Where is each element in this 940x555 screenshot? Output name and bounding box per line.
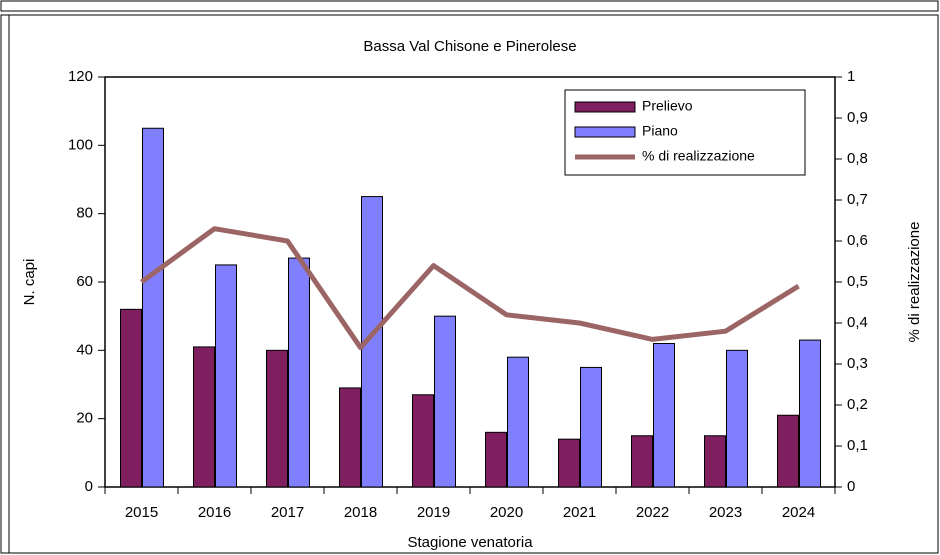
bar — [777, 414, 799, 488]
x-tick-label: 2022 — [636, 504, 669, 521]
bar — [485, 431, 507, 488]
x-tick-label: 2017 — [271, 504, 304, 521]
chart-title: Bassa Val Chisone e Pinerolese — [363, 38, 576, 55]
y2-tick-label: 0,6 — [847, 232, 868, 249]
x-tick-label: 2018 — [344, 504, 377, 521]
bar — [120, 308, 142, 488]
bar — [412, 394, 434, 488]
bar — [558, 438, 580, 488]
bar — [215, 264, 237, 488]
x-tick-label: 2016 — [198, 504, 231, 521]
x-tick-label: 2021 — [563, 504, 596, 521]
bar — [361, 196, 383, 488]
x-tick-label: 2019 — [417, 504, 450, 521]
y-axis-label: N. capi — [21, 259, 38, 306]
x-axis-label: Stagione venatoria — [407, 534, 533, 551]
bar — [653, 343, 675, 488]
bar — [288, 257, 310, 488]
y2-tick-label: 0,8 — [847, 150, 868, 167]
y2-tick-label: 0,3 — [847, 355, 868, 372]
bar — [193, 346, 215, 488]
legend-swatch — [574, 126, 636, 138]
line-series — [140, 226, 800, 351]
legend-label: % di realizzazione — [642, 148, 755, 164]
bar — [631, 435, 653, 488]
y-tick-label: 60 — [76, 273, 93, 290]
x-tick-label: 2015 — [125, 504, 158, 521]
y-tick-label: 100 — [68, 136, 93, 153]
x-tick-label: 2024 — [782, 504, 815, 521]
y2-tick-label: 0,7 — [847, 191, 868, 208]
bar — [142, 127, 164, 488]
bar — [266, 349, 288, 488]
y2-tick-label: 0,4 — [847, 314, 868, 331]
x-tick-label: 2023 — [709, 504, 742, 521]
bar — [799, 339, 821, 488]
y2-axis-label: % di realizzazione — [906, 222, 923, 343]
legend-swatch — [574, 101, 636, 113]
bar — [339, 387, 361, 488]
bar — [507, 356, 529, 488]
bar — [580, 366, 602, 488]
top-frame — [0, 0, 939, 12]
y-tick-label: 0 — [85, 478, 93, 495]
bar — [704, 435, 726, 488]
outer-frame — [0, 14, 939, 554]
y2-tick-label: 0,5 — [847, 273, 868, 290]
x-tick-label: 2020 — [490, 504, 523, 521]
y-tick-label: 20 — [76, 410, 93, 427]
y2-tick-label: 0,2 — [847, 396, 868, 413]
bar — [434, 315, 456, 488]
legend-label: Piano — [642, 123, 678, 139]
y2-tick-label: 0,9 — [847, 109, 868, 126]
y-tick-label: 80 — [76, 205, 93, 222]
y2-tick-label: 0 — [847, 478, 855, 495]
y-tick-label: 120 — [68, 68, 93, 85]
bar — [726, 349, 748, 488]
y-tick-label: 40 — [76, 341, 93, 358]
legend-label: Prelievo — [642, 98, 693, 114]
y2-tick-label: 0,1 — [847, 437, 868, 454]
y2-tick-label: 1 — [847, 68, 855, 85]
